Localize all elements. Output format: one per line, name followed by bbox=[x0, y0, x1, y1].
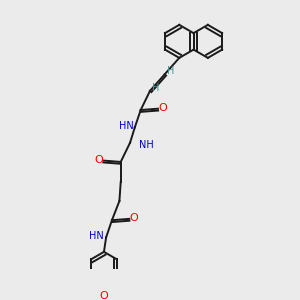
Text: O: O bbox=[94, 155, 103, 165]
Text: NH: NH bbox=[139, 140, 153, 150]
Text: HN: HN bbox=[119, 121, 134, 131]
Text: O: O bbox=[158, 103, 167, 113]
Text: O: O bbox=[130, 213, 138, 223]
Text: H: H bbox=[152, 83, 160, 93]
Text: H: H bbox=[167, 66, 174, 76]
Text: O: O bbox=[100, 291, 108, 300]
Text: HN: HN bbox=[89, 231, 104, 241]
